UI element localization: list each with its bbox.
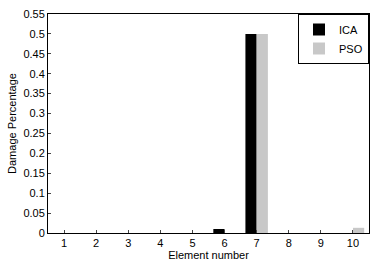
svg-text:0.5: 0.5 [30, 28, 45, 40]
svg-text:ICA: ICA [339, 24, 358, 36]
svg-text:0.15: 0.15 [23, 167, 44, 179]
svg-text:Element number: Element number [168, 249, 249, 261]
svg-text:1: 1 [61, 237, 67, 249]
svg-text:0: 0 [39, 227, 45, 239]
svg-text:0.4: 0.4 [30, 68, 45, 80]
svg-text:9: 9 [318, 237, 324, 249]
svg-text:0.25: 0.25 [23, 127, 44, 139]
svg-text:7: 7 [254, 237, 260, 249]
svg-text:0.3: 0.3 [30, 107, 45, 119]
svg-text:5: 5 [189, 237, 195, 249]
svg-text:0.35: 0.35 [23, 87, 44, 99]
svg-text:10: 10 [347, 237, 359, 249]
svg-text:2: 2 [93, 237, 99, 249]
svg-text:PSO: PSO [339, 43, 363, 55]
svg-text:0.05: 0.05 [23, 207, 44, 219]
svg-text:0.2: 0.2 [30, 147, 45, 159]
svg-text:8: 8 [286, 237, 292, 249]
svg-text:Damage Percentage: Damage Percentage [6, 73, 18, 174]
svg-text:4: 4 [157, 237, 163, 249]
svg-text:0.55: 0.55 [23, 8, 44, 20]
svg-text:6: 6 [221, 237, 227, 249]
svg-text:0.1: 0.1 [30, 187, 45, 199]
svg-text:3: 3 [125, 237, 131, 249]
svg-text:0.45: 0.45 [23, 48, 44, 60]
